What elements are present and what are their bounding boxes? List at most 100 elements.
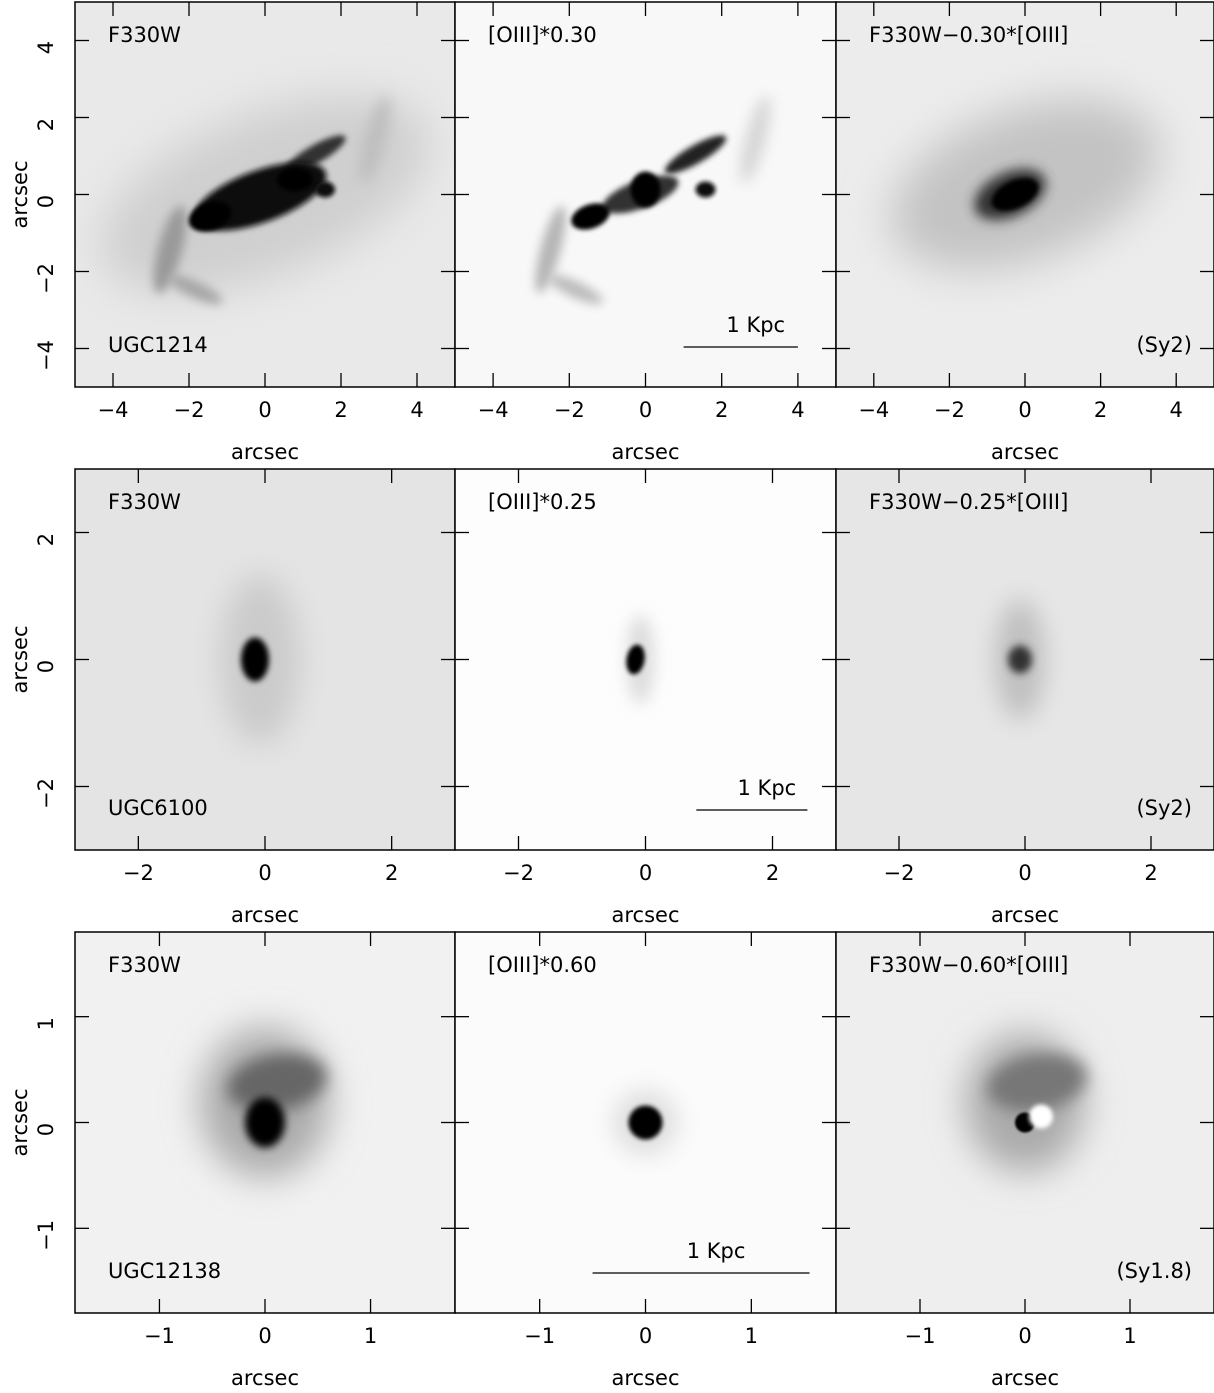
panel: −4 −2 0 2 4 arcsec [OIII]*0.30 1 Kpc — [454, 1, 837, 464]
x-tick-label: −2 — [174, 398, 205, 422]
x-tick-label: 4 — [791, 398, 804, 422]
x-tick-label: 0 — [1018, 398, 1031, 422]
y-tick-label: 0 — [34, 1123, 58, 1136]
x-tick-label: −1 — [905, 1324, 936, 1348]
image-feature — [153, 205, 187, 294]
y-tick-label: 1 — [34, 1017, 58, 1030]
x-axis-label: arcsec — [991, 440, 1059, 464]
y-tick-label: −2 — [34, 263, 58, 294]
x-tick-label: −4 — [478, 398, 509, 422]
x-tick-label: 4 — [410, 398, 423, 422]
galaxy-name: UGC12138 — [108, 1259, 221, 1283]
seyfert-class: (Sy1.8) — [1116, 1259, 1192, 1283]
x-tick-label: −1 — [144, 1324, 175, 1348]
x-axis-label: arcsec — [612, 440, 680, 464]
panel-title: F330W — [108, 23, 181, 47]
scale-bar-label: 1 Kpc — [726, 313, 785, 337]
image-feature — [664, 135, 727, 174]
x-tick-label: −1 — [524, 1324, 555, 1348]
image-feature — [1008, 645, 1032, 674]
image — [75, 932, 455, 1313]
panel-title: F330W−0.60*[OIII] — [869, 953, 1068, 977]
x-tick-label: 2 — [334, 398, 347, 422]
image-feature — [188, 201, 232, 232]
y-tick-label: −4 — [34, 340, 58, 371]
image — [455, 932, 836, 1313]
image-feature — [571, 203, 610, 230]
x-tick-label: −2 — [934, 398, 965, 422]
panel: −2 0 2 arcsec F330W−0.25*[OIII] (Sy2) — [835, 468, 1214, 927]
x-tick-label: 4 — [1170, 398, 1183, 422]
panel: −1 0 1 arcsec F330W−0.60*[OIII] (Sy1.8) — [835, 931, 1214, 1390]
image-feature — [167, 274, 223, 305]
panel-title: [OIII]*0.30 — [488, 23, 597, 47]
panel: −2 0 2 −2 0 2 arcsec arcsec F330W UGC6100 — [8, 468, 456, 927]
y-axis-label: arcsec — [8, 1089, 32, 1157]
y-axis-label: arcsec — [8, 161, 32, 229]
panel-title: [OIII]*0.25 — [488, 490, 597, 514]
image — [75, 469, 455, 850]
panel: −4 −2 0 2 4 arcsec F330W−0.30*[OIII] (Sy2) — [835, 1, 1214, 464]
galaxy-name: UGC1214 — [108, 333, 208, 357]
x-tick-label: 1 — [364, 1324, 377, 1348]
panel-title: F330W−0.25*[OIII] — [869, 490, 1068, 514]
image-feature — [315, 181, 335, 198]
x-tick-label: 2 — [1094, 398, 1107, 422]
image-feature — [359, 95, 391, 184]
scale-bar-label: 1 Kpc — [738, 776, 797, 800]
x-axis-label: arcsec — [231, 903, 299, 927]
image-feature — [991, 177, 1039, 212]
x-tick-label: 2 — [766, 861, 779, 885]
scale-bar-label: 1 Kpc — [687, 1239, 746, 1263]
panel: −1 0 1 arcsec [OIII]*0.60 1 Kpc — [454, 931, 837, 1390]
y-tick-label: 4 — [34, 41, 58, 54]
x-tick-label: −2 — [503, 861, 534, 885]
image-feature — [1029, 1104, 1053, 1129]
x-tick-label: 2 — [385, 861, 398, 885]
x-axis-label: arcsec — [991, 1366, 1059, 1390]
x-tick-label: 1 — [745, 1324, 758, 1348]
y-axis-label: arcsec — [8, 626, 32, 694]
galaxy-name: UGC6100 — [108, 796, 208, 820]
x-tick-label: 2 — [1144, 861, 1157, 885]
seyfert-class: (Sy2) — [1136, 796, 1192, 820]
image-feature — [630, 171, 661, 208]
y-tick-label: 0 — [34, 660, 58, 673]
image — [455, 469, 836, 850]
x-axis-label: arcsec — [991, 903, 1059, 927]
x-tick-label: 0 — [258, 398, 271, 422]
panel-title: F330W — [108, 490, 181, 514]
panel: −4 −2 0 2 4 −4 −2 0 2 4 arcsec arcsec F330W UGC1214 — [8, 1, 456, 464]
x-tick-label: 0 — [258, 1324, 271, 1348]
x-axis-label: arcsec — [231, 440, 299, 464]
x-tick-label: 2 — [715, 398, 728, 422]
x-tick-label: −2 — [123, 861, 154, 885]
x-tick-label: 0 — [639, 861, 652, 885]
y-tick-label: −2 — [34, 778, 58, 809]
image — [836, 932, 1214, 1313]
panel-title: F330W−0.30*[OIII] — [869, 23, 1068, 47]
image-feature — [241, 637, 269, 682]
seyfert-class: (Sy2) — [1136, 333, 1192, 357]
image-feature — [245, 1097, 285, 1148]
x-tick-label: −2 — [884, 861, 915, 885]
x-tick-label: −4 — [858, 398, 889, 422]
panel: −2 0 2 arcsec [OIII]*0.25 1 Kpc — [454, 468, 837, 927]
panel-title: F330W — [108, 953, 181, 977]
image — [75, 2, 455, 387]
y-tick-label: 0 — [34, 195, 58, 208]
y-tick-label: 2 — [34, 118, 58, 131]
x-axis-label: arcsec — [612, 903, 680, 927]
x-tick-label: 1 — [1123, 1324, 1136, 1348]
x-axis-label: arcsec — [231, 1366, 299, 1390]
panel: −1 0 1 −1 0 1 arcsec arcsec F330W UGC12138 — [8, 931, 456, 1390]
image-feature — [628, 1105, 663, 1140]
image — [455, 2, 836, 387]
x-tick-label: 0 — [639, 398, 652, 422]
x-tick-label: −2 — [554, 398, 585, 422]
x-tick-label: −4 — [98, 398, 129, 422]
image-feature — [548, 274, 603, 305]
